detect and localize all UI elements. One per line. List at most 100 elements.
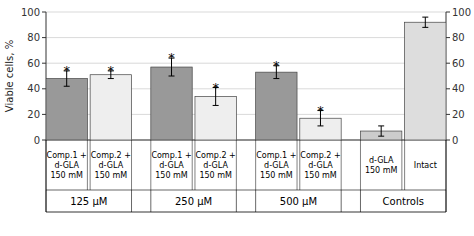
table-line xyxy=(297,140,298,190)
label-line: Comp.1 + xyxy=(256,151,296,160)
annotation: * xyxy=(63,63,70,78)
table-line xyxy=(46,212,446,213)
bar xyxy=(90,75,131,140)
group-label: 500 μM xyxy=(280,196,317,207)
tick xyxy=(42,114,46,115)
annotation: * xyxy=(317,103,324,118)
error-bar xyxy=(422,17,428,27)
tick xyxy=(42,63,46,64)
error-line xyxy=(425,17,426,27)
tick-label: 80 xyxy=(452,32,465,43)
bar xyxy=(151,67,192,140)
table-line xyxy=(90,140,91,190)
error-cap xyxy=(378,125,384,126)
tick xyxy=(42,140,46,141)
label-line: d-GLA xyxy=(369,156,394,165)
error-cap xyxy=(422,17,428,18)
group-label: 250 μM xyxy=(175,196,212,207)
label-line: d-GLA xyxy=(264,161,289,170)
group-label: 125 μM xyxy=(70,196,107,207)
label-line: 150 mM xyxy=(50,171,83,180)
error-cap xyxy=(317,125,323,126)
table-line xyxy=(446,140,447,190)
tick xyxy=(42,88,46,89)
tick-label: 60 xyxy=(452,58,465,69)
annotation: * xyxy=(273,58,280,73)
bar xyxy=(405,22,446,140)
annotation: * xyxy=(168,50,175,65)
category-label: Comp.1 +d-GLA150 mM xyxy=(256,151,296,180)
annotation: * xyxy=(212,80,219,95)
category-label: Comp.2 +d-GLA150 mM xyxy=(300,151,340,180)
table-line xyxy=(194,140,195,190)
error-cap xyxy=(169,76,175,77)
tick-label: 20 xyxy=(27,109,40,120)
tick-label: 40 xyxy=(27,83,40,94)
tick-label: 0 xyxy=(452,135,458,146)
table-line xyxy=(192,140,193,190)
table-line xyxy=(236,190,237,212)
error-cap xyxy=(378,136,384,137)
tick xyxy=(42,37,46,38)
error-line xyxy=(381,126,382,136)
table-line xyxy=(255,140,256,190)
label-line: d-GLA xyxy=(203,161,228,170)
category-label: Comp.2 +d-GLA150 mM xyxy=(91,151,131,180)
label-line: d-GLA xyxy=(54,161,79,170)
table-line xyxy=(341,140,342,190)
bars xyxy=(46,17,446,140)
label-line: 150 mM xyxy=(365,166,398,175)
tick-label: 100 xyxy=(21,7,40,18)
tick xyxy=(446,114,450,115)
annotation: * xyxy=(108,63,115,78)
table-line xyxy=(341,190,342,212)
tick-label: 40 xyxy=(452,83,465,94)
table-line xyxy=(46,140,47,190)
category-label: d-GLA150 mM xyxy=(365,156,398,175)
label-line: Intact xyxy=(414,161,437,170)
group-label: Controls xyxy=(383,196,424,207)
table-line xyxy=(299,140,300,190)
tick-label: 100 xyxy=(452,7,471,18)
tick-label: 60 xyxy=(27,58,40,69)
table-line xyxy=(131,140,132,190)
tick xyxy=(42,12,46,13)
label-line: d-GLA xyxy=(99,161,124,170)
label-line: 150 mM xyxy=(304,171,337,180)
bar xyxy=(46,79,87,140)
error-cap xyxy=(273,78,279,79)
bar xyxy=(256,72,297,140)
label-line: d-GLA xyxy=(159,161,184,170)
category-label: Comp.2 +d-GLA150 mM xyxy=(196,151,236,180)
table-line xyxy=(446,190,447,212)
table-line xyxy=(255,190,256,212)
grid-line xyxy=(46,37,446,38)
label-line: 150 mM xyxy=(95,171,128,180)
tick xyxy=(446,88,450,89)
label-line: Comp.2 + xyxy=(91,151,131,160)
table-line xyxy=(131,190,132,212)
label-line: 150 mM xyxy=(199,171,232,180)
label-line: d-GLA xyxy=(308,161,333,170)
tick xyxy=(446,12,450,13)
table-line xyxy=(360,190,361,212)
tick-label: 20 xyxy=(452,109,465,120)
tick-label: 80 xyxy=(27,32,40,43)
label-line: Comp.2 + xyxy=(300,151,340,160)
error-cap xyxy=(108,78,114,79)
table-line xyxy=(150,140,151,190)
tick xyxy=(446,37,450,38)
table-line xyxy=(236,140,237,190)
table-line xyxy=(150,190,151,212)
grid-line xyxy=(46,12,446,13)
table-line xyxy=(446,140,447,212)
table-line xyxy=(87,140,88,190)
table-line xyxy=(46,190,47,212)
table-line xyxy=(401,140,402,190)
label-line: 150 mM xyxy=(155,171,188,180)
table-line xyxy=(404,140,405,190)
label-line: Comp.2 + xyxy=(196,151,236,160)
label-line: Comp.1 + xyxy=(151,151,191,160)
error-bar xyxy=(378,126,384,136)
error-cap xyxy=(422,27,428,28)
